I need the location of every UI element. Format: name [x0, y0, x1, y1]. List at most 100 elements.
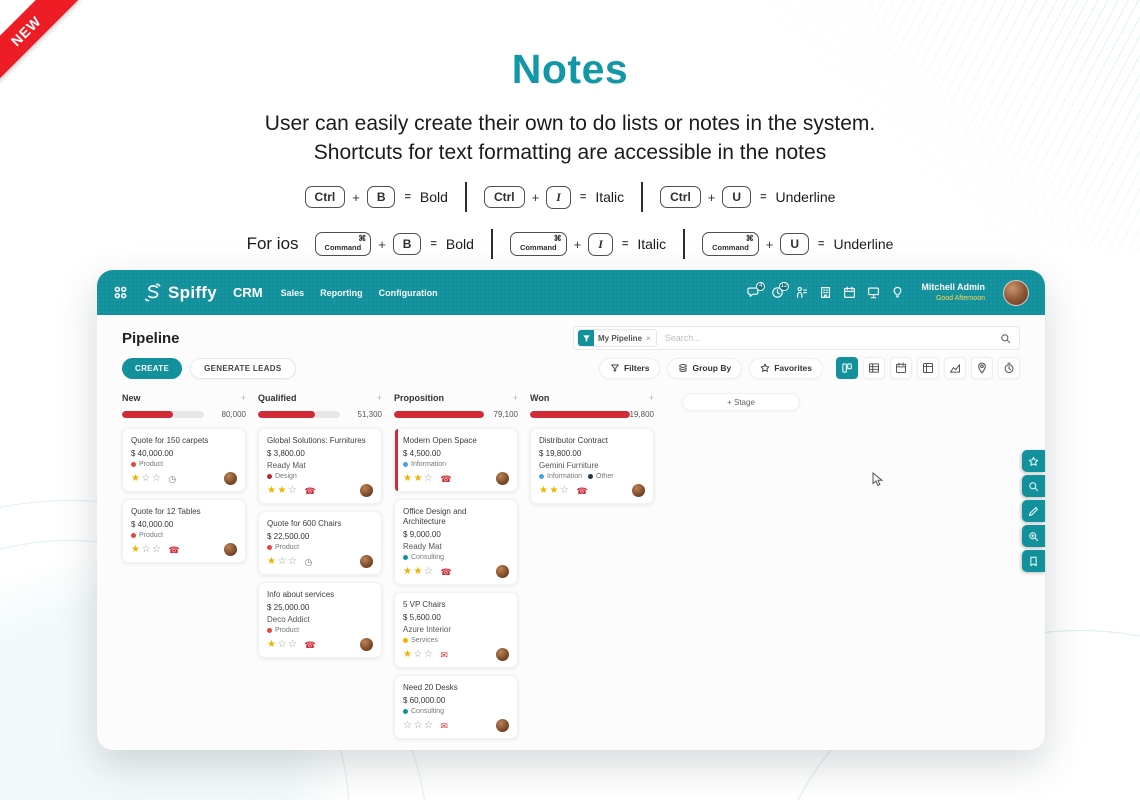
clock-activity-icon[interactable]: ◷: [304, 556, 313, 567]
star-filled-icon[interactable]: ★: [267, 556, 278, 567]
star-empty-icon[interactable]: ☆: [141, 473, 152, 484]
side-search-plus-button[interactable]: [1022, 525, 1045, 547]
star-filled-icon[interactable]: ★: [549, 485, 560, 496]
mail-activity-icon[interactable]: ✉: [440, 649, 448, 660]
star-empty-icon[interactable]: ☆: [423, 566, 435, 577]
building-icon[interactable]: [819, 286, 832, 299]
nav-configuration[interactable]: Configuration: [378, 287, 438, 298]
star-filled-icon[interactable]: ★: [403, 473, 414, 484]
side-search-button[interactable]: [1022, 475, 1045, 497]
side-star-button[interactable]: [1022, 450, 1045, 472]
presentation-icon[interactable]: [867, 286, 880, 299]
search-bar[interactable]: My Pipeline ×: [573, 326, 1020, 350]
phone-activity-icon[interactable]: ☎: [440, 473, 452, 484]
filters-button[interactable]: Filters: [598, 357, 661, 379]
priority-stars[interactable]: ★★☆: [267, 485, 298, 496]
salesperson-avatar[interactable]: [632, 484, 645, 497]
star-empty-icon[interactable]: ☆: [287, 556, 299, 567]
star-empty-icon[interactable]: ☆: [423, 720, 435, 731]
side-bookmark-button[interactable]: [1022, 550, 1045, 572]
star-filled-icon[interactable]: ★: [267, 485, 278, 496]
star-empty-icon[interactable]: ☆: [287, 485, 299, 496]
activity-person-icon[interactable]: [795, 286, 808, 299]
priority-stars[interactable]: ★☆☆: [131, 544, 162, 555]
star-empty-icon[interactable]: ☆: [141, 544, 152, 555]
star-filled-icon[interactable]: ★: [131, 473, 142, 484]
group-by-button[interactable]: Group By: [667, 357, 743, 379]
star-empty-icon[interactable]: ☆: [413, 720, 424, 731]
priority-stars[interactable]: ★☆☆: [131, 473, 162, 484]
salesperson-avatar[interactable]: [360, 484, 373, 497]
add-card-icon[interactable]: +: [648, 393, 654, 403]
priority-stars[interactable]: ★☆☆: [267, 639, 298, 650]
apps-grid-icon[interactable]: [113, 285, 128, 300]
priority-stars[interactable]: ★★☆: [403, 473, 434, 484]
nav-reporting[interactable]: Reporting: [320, 287, 363, 298]
spiffy-logo[interactable]: Spiffy: [142, 282, 217, 303]
opportunity-card[interactable]: Global Solutions: Furnitures $ 3,800.00 Re…: [258, 428, 382, 504]
view-activity-button[interactable]: [998, 357, 1020, 379]
messages-icon[interactable]: 4: [747, 282, 766, 299]
calendar-icon[interactable]: [843, 286, 856, 299]
opportunity-card[interactable]: Quote for 12 Tables $ 40,000.00 Product ★☆☆…: [122, 499, 246, 563]
search-icon[interactable]: [1000, 333, 1011, 344]
phone-activity-icon[interactable]: ☎: [440, 566, 452, 577]
view-calendar-button[interactable]: [890, 357, 912, 379]
view-graph-button[interactable]: [944, 357, 966, 379]
opportunity-card[interactable]: Info about services $ 25,000.00 Deco Addic…: [258, 582, 382, 658]
add-stage-button[interactable]: + Stage: [682, 393, 800, 411]
star-empty-icon[interactable]: ☆: [277, 639, 288, 650]
star-filled-icon[interactable]: ★: [403, 649, 414, 660]
salesperson-avatar[interactable]: [224, 472, 237, 485]
opportunity-card[interactable]: 5 VP Chairs $ 5,600.00 Azure Interior Servi…: [394, 592, 518, 668]
opportunity-card[interactable]: Quote for 150 carpets $ 40,000.00 Product ★…: [122, 428, 246, 492]
search-input[interactable]: [664, 333, 1000, 343]
phone-activity-icon[interactable]: ☎: [304, 485, 316, 496]
add-card-icon[interactable]: +: [376, 393, 382, 403]
star-empty-icon[interactable]: ☆: [151, 473, 163, 484]
star-empty-icon[interactable]: ☆: [423, 649, 435, 660]
salesperson-avatar[interactable]: [496, 472, 509, 485]
clock-icon[interactable]: 12: [771, 282, 790, 299]
lightbulb-icon[interactable]: [891, 286, 904, 299]
view-list-button[interactable]: [863, 357, 885, 379]
star-empty-icon[interactable]: ☆: [287, 639, 299, 650]
priority-stars[interactable]: ★☆☆: [403, 649, 434, 660]
opportunity-card[interactable]: Need 20 Desks $ 60,000.00 Consulting ☆☆☆ ✉: [394, 675, 518, 739]
star-empty-icon[interactable]: ☆: [559, 485, 571, 496]
star-empty-icon[interactable]: ☆: [403, 720, 414, 731]
crm-app-label[interactable]: CRM: [233, 285, 263, 300]
priority-stars[interactable]: ★★☆: [403, 566, 434, 577]
star-filled-icon[interactable]: ★: [413, 566, 424, 577]
star-empty-icon[interactable]: ☆: [277, 556, 288, 567]
star-filled-icon[interactable]: ★: [277, 485, 288, 496]
salesperson-avatar[interactable]: [224, 543, 237, 556]
view-kanban-button[interactable]: [836, 357, 858, 379]
priority-stars[interactable]: ★☆☆: [267, 556, 298, 567]
nav-sales[interactable]: Sales: [280, 287, 305, 298]
phone-activity-icon[interactable]: ☎: [304, 639, 316, 650]
view-map-button[interactable]: [971, 357, 993, 379]
priority-stars[interactable]: ☆☆☆: [403, 720, 434, 731]
star-empty-icon[interactable]: ☆: [151, 544, 163, 555]
salesperson-avatar[interactable]: [496, 719, 509, 732]
star-filled-icon[interactable]: ★: [403, 566, 414, 577]
user-avatar[interactable]: [1003, 279, 1029, 306]
star-filled-icon[interactable]: ★: [131, 544, 142, 555]
create-button[interactable]: CREATE: [122, 357, 183, 379]
mail-activity-icon[interactable]: ✉: [440, 720, 448, 731]
opportunity-card[interactable]: Office Design and Architecture $ 9,000.00…: [394, 499, 518, 585]
salesperson-avatar[interactable]: [360, 555, 373, 568]
phone-activity-icon[interactable]: ☎: [168, 544, 180, 555]
opportunity-card[interactable]: Distributor Contract $ 19,800.00 Gemini Fu…: [530, 428, 654, 504]
filter-chip-my-pipeline[interactable]: My Pipeline ×: [577, 329, 657, 347]
user-block[interactable]: Mitchell Admin Good Afternoon: [921, 282, 985, 304]
star-filled-icon[interactable]: ★: [413, 473, 424, 484]
phone-activity-icon[interactable]: ☎: [576, 485, 588, 496]
priority-stars[interactable]: ★★☆: [539, 485, 570, 496]
salesperson-avatar[interactable]: [360, 638, 373, 651]
add-card-icon[interactable]: +: [240, 393, 246, 403]
star-filled-icon[interactable]: ★: [267, 639, 278, 650]
clock-activity-icon[interactable]: ◷: [168, 473, 177, 484]
filter-chip-remove-icon[interactable]: ×: [646, 333, 651, 343]
